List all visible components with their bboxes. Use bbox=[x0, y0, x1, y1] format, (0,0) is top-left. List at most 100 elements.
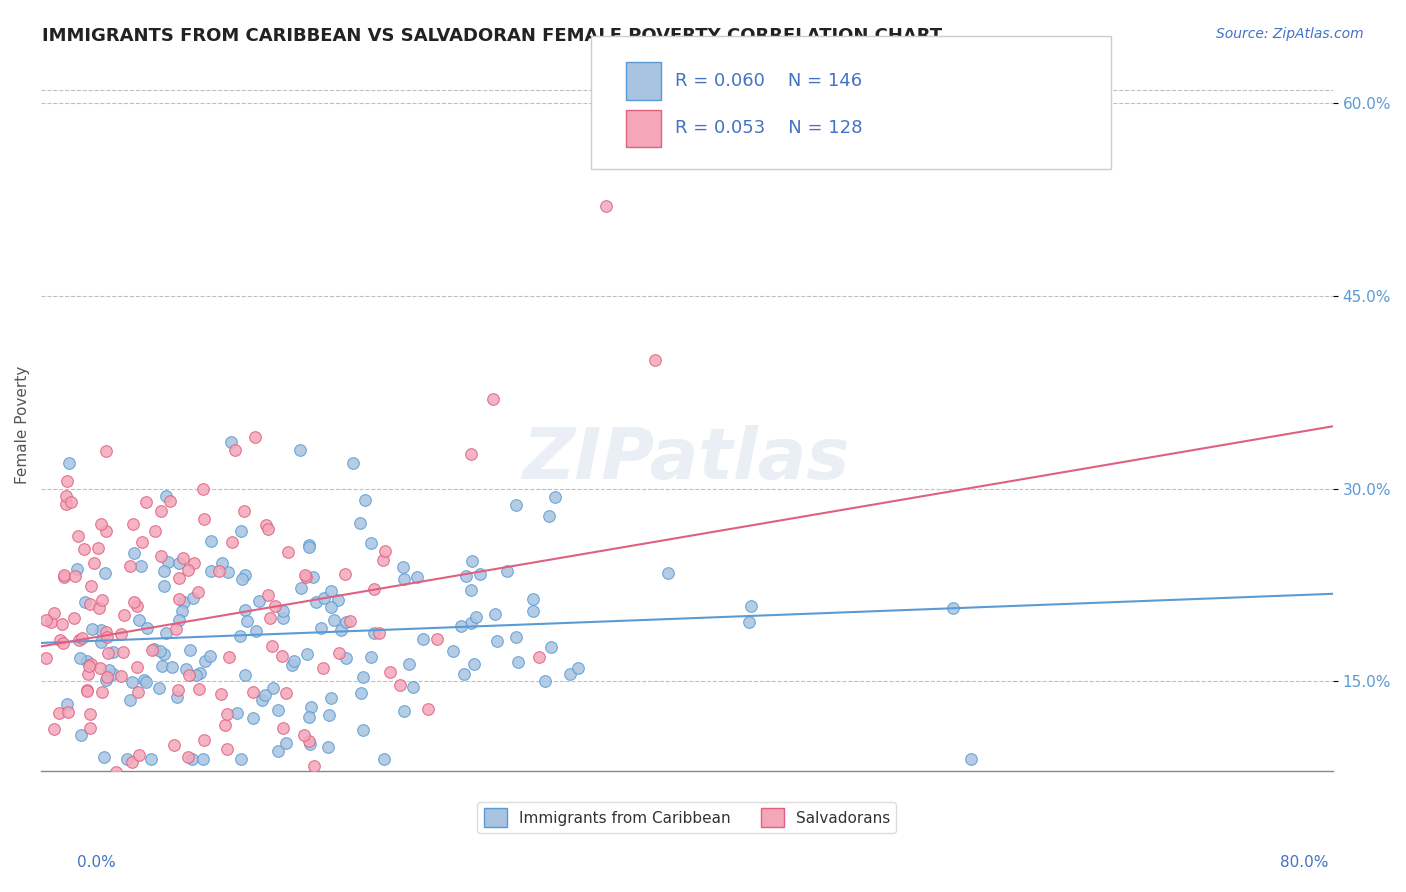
Salvadorans bbox=[183, 556, 205, 570]
Salvadorans bbox=[125, 803, 148, 817]
Immigrants from Caribbean bbox=[273, 604, 295, 618]
Salvadorans bbox=[363, 582, 385, 597]
Immigrants from Caribbean bbox=[533, 674, 555, 689]
Immigrants from Caribbean bbox=[335, 615, 357, 630]
Salvadorans bbox=[104, 764, 127, 779]
Salvadorans bbox=[416, 701, 439, 715]
Legend: Immigrants from Caribbean, Salvadorans: Immigrants from Caribbean, Salvadorans bbox=[478, 802, 897, 833]
Immigrants from Caribbean bbox=[460, 583, 482, 598]
Salvadorans bbox=[257, 588, 280, 602]
Salvadorans bbox=[295, 570, 318, 584]
Salvadorans bbox=[44, 606, 66, 620]
Immigrants from Caribbean bbox=[373, 751, 395, 765]
Immigrants from Caribbean bbox=[200, 533, 222, 548]
Salvadorans bbox=[333, 567, 356, 582]
Immigrants from Caribbean bbox=[544, 490, 567, 504]
Immigrants from Caribbean bbox=[188, 666, 211, 681]
Salvadorans bbox=[72, 631, 94, 645]
Immigrants from Caribbean bbox=[94, 673, 117, 688]
Immigrants from Caribbean bbox=[412, 632, 434, 647]
Immigrants from Caribbean bbox=[314, 591, 336, 605]
Salvadorans bbox=[112, 645, 135, 659]
Immigrants from Caribbean bbox=[135, 674, 157, 689]
Immigrants from Caribbean bbox=[219, 434, 242, 449]
Immigrants from Caribbean bbox=[464, 610, 486, 624]
Immigrants from Caribbean bbox=[290, 581, 312, 595]
Salvadorans bbox=[48, 706, 70, 721]
Salvadorans bbox=[172, 551, 194, 566]
Salvadorans bbox=[67, 529, 90, 543]
Immigrants from Caribbean bbox=[297, 647, 319, 661]
Salvadorans bbox=[292, 728, 315, 742]
Immigrants from Caribbean bbox=[321, 600, 343, 615]
Salvadorans bbox=[209, 687, 232, 701]
Salvadorans bbox=[167, 591, 190, 606]
Salvadorans bbox=[44, 723, 66, 737]
Salvadorans bbox=[39, 615, 62, 629]
Salvadorans bbox=[135, 494, 157, 508]
Immigrants from Caribbean bbox=[148, 681, 170, 695]
Salvadorans bbox=[302, 759, 325, 773]
Salvadorans bbox=[169, 571, 191, 585]
Immigrants from Caribbean bbox=[236, 614, 259, 628]
Immigrants from Caribbean bbox=[470, 566, 492, 581]
Salvadorans bbox=[97, 646, 120, 660]
Immigrants from Caribbean bbox=[391, 560, 413, 574]
Immigrants from Caribbean bbox=[318, 740, 340, 755]
Salvadorans bbox=[55, 489, 77, 503]
Immigrants from Caribbean bbox=[231, 524, 253, 539]
Immigrants from Caribbean bbox=[298, 709, 321, 723]
Salvadorans bbox=[374, 544, 396, 558]
Salvadorans bbox=[79, 707, 101, 722]
Immigrants from Caribbean bbox=[960, 751, 983, 765]
Immigrants from Caribbean bbox=[298, 538, 321, 552]
Salvadorans bbox=[122, 516, 145, 531]
Immigrants from Caribbean bbox=[233, 603, 256, 617]
Salvadorans bbox=[215, 707, 238, 722]
Salvadorans bbox=[65, 569, 87, 583]
Salvadorans bbox=[193, 732, 215, 747]
Text: ZIPatlas: ZIPatlas bbox=[523, 425, 851, 493]
Immigrants from Caribbean bbox=[942, 601, 965, 615]
Immigrants from Caribbean bbox=[657, 566, 679, 581]
Immigrants from Caribbean bbox=[101, 666, 124, 681]
Immigrants from Caribbean bbox=[162, 659, 184, 673]
Immigrants from Caribbean bbox=[484, 607, 506, 621]
Salvadorans bbox=[90, 516, 112, 531]
Salvadorans bbox=[277, 545, 299, 559]
Salvadorans bbox=[388, 678, 411, 692]
Salvadorans bbox=[191, 482, 214, 496]
Immigrants from Caribbean bbox=[262, 681, 284, 696]
Immigrants from Caribbean bbox=[184, 668, 207, 682]
Salvadorans bbox=[56, 706, 79, 720]
Immigrants from Caribbean bbox=[217, 566, 239, 580]
Salvadorans bbox=[55, 497, 77, 511]
Text: R = 0.053    N = 128: R = 0.053 N = 128 bbox=[675, 120, 862, 137]
Immigrants from Caribbean bbox=[242, 711, 264, 725]
Immigrants from Caribbean bbox=[740, 599, 762, 613]
Immigrants from Caribbean bbox=[155, 625, 177, 640]
Immigrants from Caribbean bbox=[250, 693, 273, 707]
Immigrants from Caribbean bbox=[181, 751, 204, 765]
Immigrants from Caribbean bbox=[281, 658, 304, 673]
Salvadorans bbox=[60, 494, 83, 508]
Immigrants from Caribbean bbox=[166, 690, 188, 705]
Immigrants from Caribbean bbox=[463, 657, 485, 672]
Salvadorans bbox=[254, 517, 277, 532]
Salvadorans bbox=[94, 625, 117, 640]
Immigrants from Caribbean bbox=[273, 610, 295, 624]
Immigrants from Caribbean bbox=[153, 578, 176, 592]
Salvadorans bbox=[328, 646, 350, 660]
Salvadorans bbox=[125, 599, 148, 614]
Immigrants from Caribbean bbox=[298, 540, 321, 554]
Immigrants from Caribbean bbox=[453, 667, 475, 681]
Text: 0.0%: 0.0% bbox=[77, 855, 117, 870]
Immigrants from Caribbean bbox=[505, 630, 527, 644]
Immigrants from Caribbean bbox=[132, 673, 155, 688]
Salvadorans bbox=[215, 741, 238, 756]
Immigrants from Caribbean bbox=[522, 592, 544, 607]
Immigrants from Caribbean bbox=[302, 570, 325, 584]
Immigrants from Caribbean bbox=[299, 737, 322, 751]
Immigrants from Caribbean bbox=[352, 670, 374, 684]
Salvadorans bbox=[332, 770, 354, 784]
